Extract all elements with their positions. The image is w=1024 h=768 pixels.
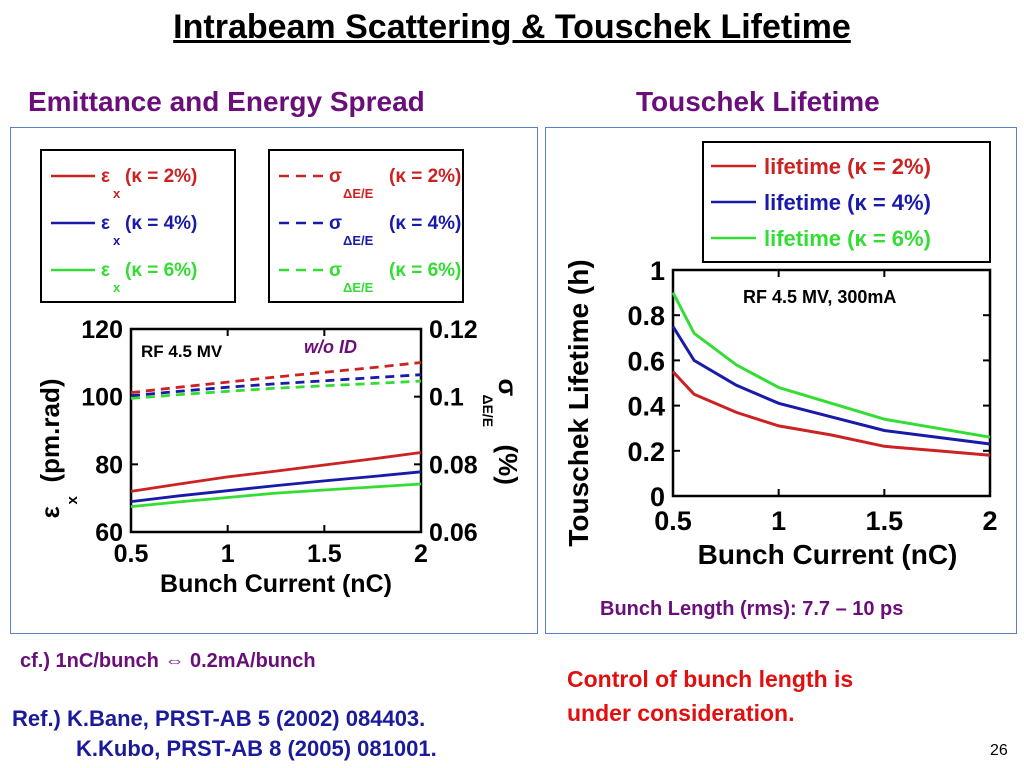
control-note-line1: Control of bunch length is — [567, 666, 854, 692]
y-left-tick-label: 60 — [95, 519, 123, 547]
lifetime-legend-label: lifetime (κ = 6%) — [764, 226, 931, 251]
y-left-axis-subscript: x — [64, 496, 81, 505]
x-tick-label: 1.5 — [307, 540, 342, 568]
energy-spread-legend-label: (κ = 6%) — [389, 260, 461, 281]
y-right-axis-unit: (%) — [493, 445, 523, 485]
energy-spread-legend-subscript: ΔE/E — [343, 280, 374, 295]
emittance-legend-symbol: ε — [101, 166, 110, 187]
energy-spread-legend-label: (κ = 2%) — [389, 166, 461, 187]
y-axis-label: Touschek Lifetime (h) — [563, 259, 594, 546]
y-tick-label: 0.2 — [627, 437, 665, 467]
emittance-legend-subscript: x — [113, 233, 121, 248]
left-chart-panel: ε x (κ = 2%) ε x (κ = 4%) ε x (κ = 6%) σ ΔE/E (κ = … — [10, 127, 538, 634]
emittance-energy-spread-chart: εx(κ = 2%)εx(κ = 4%)εx(κ = 6%)σΔE/E(κ = … — [35, 149, 523, 598]
reference-line2: K.Kubo, PRST-AB 8 (2005) 081001. — [76, 736, 437, 761]
energy-spread-legend-subscript: ΔE/E — [343, 186, 374, 201]
slide-title: Intrabeam Scattering & Touschek Lifetime — [173, 8, 851, 46]
x-tick-label: 0.5 — [654, 506, 692, 536]
y-right-axis-label: σΔE/E (%) — [480, 379, 523, 485]
series-line-3 — [130, 361, 422, 394]
y-left-axis-label: εx (pm.rad) — [35, 379, 81, 519]
y-tick-label: 0.8 — [627, 301, 665, 331]
x-axis-label: Bunch Current (nC) — [160, 570, 392, 598]
y-tick-label: 0.6 — [627, 346, 665, 376]
emittance-legend-subscript: x — [113, 280, 121, 295]
emittance-legend-label: (κ = 6%) — [125, 260, 197, 281]
page-number: 26 — [990, 742, 1008, 759]
y-tick-label: 0 — [650, 482, 665, 512]
series-line-1 — [130, 470, 422, 503]
y-left-tick-label: 120 — [81, 316, 123, 344]
y-tick-label: 1 — [650, 256, 665, 286]
y-right-tick-label: 0.12 — [429, 316, 478, 344]
y-left-tick-label: 80 — [95, 451, 123, 479]
energy-spread-legend-symbol: σ — [329, 213, 342, 234]
y-left-tick-label: 100 — [81, 384, 123, 412]
series-line-2 — [130, 482, 422, 508]
bunch-length-note: Bunch Length (rms): 7.7 – 10 ps — [600, 598, 904, 620]
lifetime-legend-label: lifetime (κ = 2%) — [764, 154, 931, 179]
y-right-axis-symbol: σ — [493, 379, 523, 397]
x-tick-label: 0.5 — [114, 540, 149, 568]
lifetime-series-line-2 — [671, 291, 991, 439]
right-plot-frame — [671, 268, 992, 498]
x-axis-label: Bunch Current (nC) — [698, 539, 958, 570]
cf-note: cf.) 1nC/bunch ⇔ 0.2mA/bunch — [20, 650, 316, 672]
y-tick-label: 0.4 — [627, 392, 665, 422]
energy-spread-legend-box — [268, 149, 464, 303]
y-left-axis-symbol: ε — [35, 506, 65, 518]
emittance-legend-label: (κ = 4%) — [125, 213, 197, 234]
x-tick-label: 1.5 — [866, 506, 904, 536]
y-right-axis-subscript: ΔE/E — [480, 395, 496, 428]
x-tick-label: 2 — [982, 506, 997, 536]
x-tick-label: 1 — [771, 506, 786, 536]
right-chart-panel: lifetime (κ = 2%) lifetime (κ = 4%) lifeti… — [545, 127, 1017, 634]
energy-spread-legend-label: (κ = 4%) — [389, 213, 461, 234]
rf-current-annotation: RF 4.5 MV, 300mA — [743, 287, 896, 307]
y-left-axis-unit: (pm.rad) — [35, 379, 65, 483]
series-line-0 — [130, 451, 422, 493]
right-panel-heading: Touschek Lifetime — [636, 86, 880, 117]
lifetime-series-line-0 — [671, 370, 991, 457]
left-plot-frame — [129, 327, 423, 534]
lifetime-series-line-1 — [671, 325, 991, 446]
y-right-tick-label: 0.06 — [429, 519, 478, 547]
reference-line1: Ref.) K.Bane, PRST-AB 5 (2002) 084403. — [12, 706, 426, 731]
x-tick-label: 1 — [221, 540, 235, 568]
lifetime-legend-label: lifetime (κ = 4%) — [764, 190, 931, 215]
emittance-legend-symbol: ε — [101, 260, 110, 281]
control-note-line2: under consideration. — [567, 700, 795, 726]
series-line-5 — [130, 379, 422, 400]
emittance-legend-label: (κ = 2%) — [125, 166, 197, 187]
energy-spread-legend-symbol: σ — [329, 166, 342, 187]
rf-annotation: RF 4.5 MV — [141, 342, 223, 361]
left-panel-heading: Emittance and Energy Spread — [28, 86, 425, 117]
y-right-tick-label: 0.1 — [429, 384, 464, 412]
emittance-legend-subscript: x — [113, 186, 121, 201]
emittance-legend-symbol: ε — [101, 213, 110, 234]
without-id-annotation: w/o ID — [304, 337, 357, 357]
y-right-tick-label: 0.08 — [429, 451, 478, 479]
touschek-lifetime-chart: lifetime (κ = 2%) lifetime (κ = 4%) lifeti… — [563, 141, 998, 570]
x-tick-label: 2 — [414, 540, 428, 568]
energy-spread-legend-symbol: σ — [329, 260, 342, 281]
energy-spread-legend-subscript: ΔE/E — [343, 233, 374, 248]
series-line-4 — [130, 373, 422, 398]
